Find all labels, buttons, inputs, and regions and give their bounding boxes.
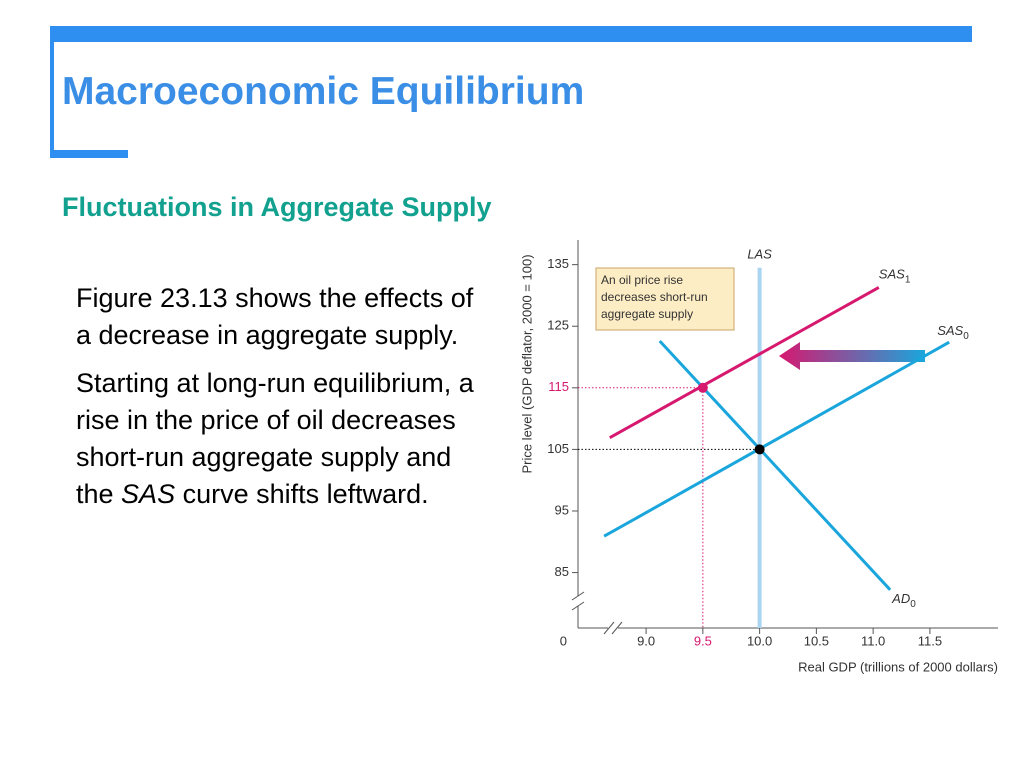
series-name: AD: [891, 591, 910, 606]
annotation-line: aggregate supply: [601, 307, 693, 321]
series-line: [658, 339, 892, 591]
x-tick-label: 10.5: [804, 633, 829, 648]
series-label: SAS0: [937, 324, 969, 342]
equilibrium-point: [697, 382, 708, 393]
axes: [571, 240, 998, 635]
series-subscript: 0: [963, 331, 969, 342]
text: SAS: [121, 479, 176, 509]
x-axis-label: Real GDP (trillions of 2000 dollars): [798, 659, 998, 674]
series-line: [603, 340, 950, 538]
series-line: [609, 286, 880, 440]
text: curve shifts leftward.: [175, 479, 429, 509]
left-bar: [50, 26, 54, 158]
axis-break: [571, 601, 585, 611]
series-label: SAS1: [879, 267, 911, 285]
series-label: AD0: [891, 591, 916, 609]
x-tick-label: 9.5: [694, 633, 712, 648]
y-tick-label: 95: [555, 502, 569, 517]
series-name: SAS: [879, 267, 905, 282]
annotation-box: [595, 267, 735, 331]
series-label: LAS: [747, 247, 772, 262]
section-title: Fluctuations in Aggregate Supply: [62, 192, 492, 222]
annotation-line: decreases short-run: [601, 290, 708, 304]
top-bar: [50, 26, 972, 42]
paragraph: Figure 23.13 shows the effects of a decr…: [76, 280, 488, 354]
y-tick-label: 85: [555, 564, 569, 579]
shift-arrow: [779, 342, 925, 370]
y-tick-label: 105: [547, 441, 569, 456]
series-name: LAS: [747, 247, 772, 262]
series-subscript: 0: [910, 598, 916, 609]
series-subscript: 1: [905, 274, 911, 285]
series-name: SAS: [937, 324, 963, 339]
origin-label: 0: [560, 633, 567, 648]
y-tick-label: 125: [547, 318, 569, 333]
x-tick-label: 11.5: [918, 633, 942, 648]
x-tick-label: 10.0: [747, 633, 772, 648]
body-text: Figure 23.13 shows the effects of a decr…: [76, 280, 488, 524]
axis-break: [603, 621, 615, 635]
axis-break: [611, 621, 623, 635]
corner-bar: [50, 150, 128, 158]
slide-title: Macroeconomic Equilibrium: [62, 70, 585, 113]
axis-break: [571, 591, 585, 601]
text: Starting at long-run equilibrium, a rise…: [76, 368, 474, 509]
x-tick-label: 9.0: [637, 633, 655, 648]
y-tick-label: 135: [547, 256, 569, 271]
y-tick-label: 115: [548, 379, 569, 394]
paragraph: Starting at long-run equilibrium, a rise…: [76, 365, 488, 513]
y-axis-label: Price level (GDP deflator, 2000 = 100): [519, 254, 534, 473]
annotation-line: An oil price rise: [601, 273, 683, 287]
x-tick-label: 11.0: [861, 633, 885, 648]
equilibrium-point: [754, 444, 765, 455]
text: Figure 23.13 shows the effects of a decr…: [76, 283, 474, 350]
